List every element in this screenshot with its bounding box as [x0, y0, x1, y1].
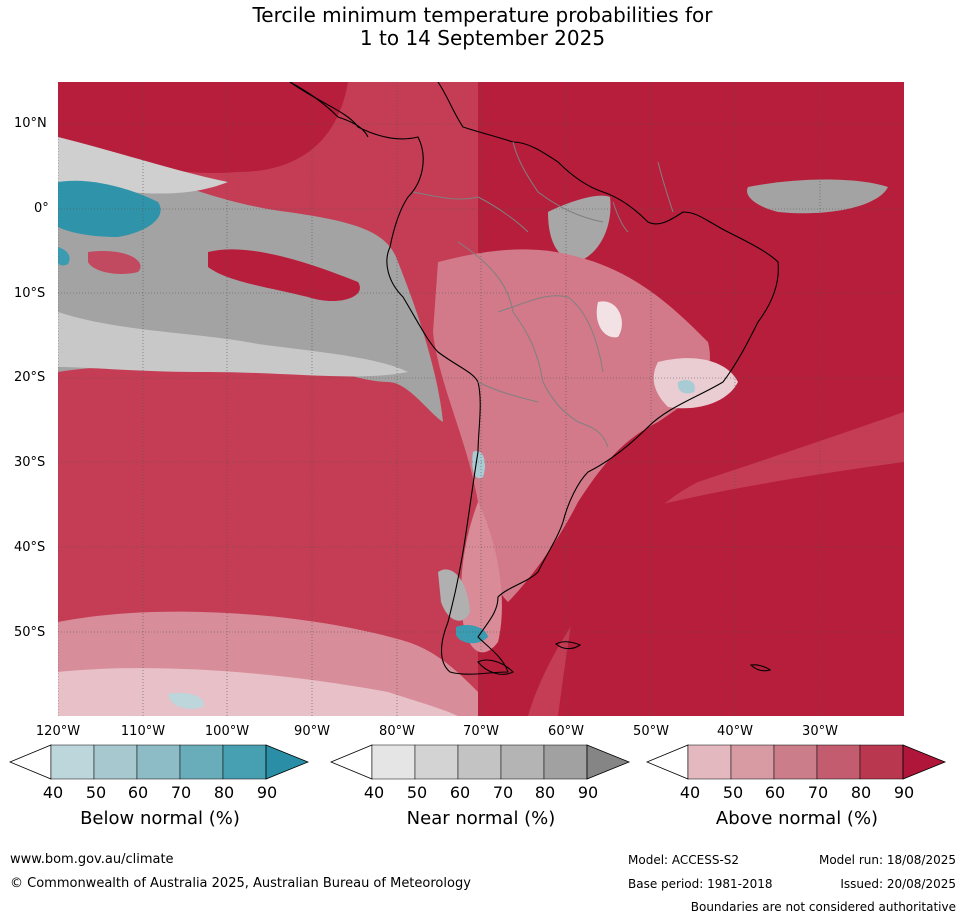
- colorbar-segments: [646, 744, 947, 780]
- colorbar-segments: [9, 744, 309, 780]
- colorbar-segment: [773, 744, 818, 780]
- colorbar-above-normal: [646, 744, 947, 780]
- cb-above-tick-70: 70: [807, 783, 829, 802]
- cb-below-tick-80: 80: [213, 783, 235, 802]
- lat-label-10s: 10°S: [14, 286, 46, 301]
- colorbar-segment: [371, 744, 416, 780]
- lat-label-0: 0°: [34, 201, 49, 216]
- near-normal-area: [747, 179, 888, 214]
- colorbar-segment: [179, 744, 224, 780]
- issued-date: Issued: 20/08/2025: [840, 877, 956, 891]
- colorbar-over-arrow: [265, 744, 309, 780]
- cb-near-tick-50: 50: [406, 783, 428, 802]
- south-georgia-island: [749, 664, 772, 672]
- model-run-date: Model run: 18/08/2025: [818, 853, 956, 867]
- cb-above-tick-50: 50: [722, 783, 744, 802]
- cb-near-tick-40: 40: [363, 783, 385, 802]
- title-line-2: 1 to 14 September 2025: [359, 26, 606, 50]
- low-probability-area: [653, 358, 738, 409]
- colorbar-segment: [414, 744, 459, 780]
- near-normal-area: [548, 195, 611, 262]
- low-probability-area: [596, 301, 622, 338]
- colorbar-segment: [543, 744, 588, 780]
- lon-label-40w: 40°W: [717, 724, 753, 739]
- below-normal-area: [58, 247, 70, 266]
- lat-label-20s: 20°S: [14, 370, 46, 385]
- above-normal-low-area: [461, 502, 502, 653]
- cb-below-tick-90: 90: [256, 783, 278, 802]
- colorbar-below-normal: [9, 744, 309, 780]
- cb-above-tick-90: 90: [893, 783, 915, 802]
- lat-label-10n: 10°N: [14, 116, 47, 131]
- lon-label-60w: 60°W: [548, 724, 584, 739]
- below-normal-area: [168, 692, 204, 709]
- cb-near-tick-80: 80: [534, 783, 556, 802]
- south-america-coastline: [289, 82, 779, 675]
- colorbar-segments: [330, 744, 631, 780]
- tierra-del-fuego: [477, 659, 514, 675]
- lon-label-70w: 70°W: [463, 724, 499, 739]
- cb-below-tick-70: 70: [170, 783, 192, 802]
- lon-label-50w: 50°W: [633, 724, 669, 739]
- lat-label-30s: 30°S: [14, 455, 46, 470]
- colorbar-over-arrow: [586, 744, 631, 780]
- near-normal-light-area: [58, 312, 408, 377]
- cb-above-tick-80: 80: [850, 783, 872, 802]
- colorbar-label-above: Above normal (%): [715, 808, 879, 829]
- lon-label-110w: 110°W: [120, 724, 166, 739]
- falkland-islands: [555, 641, 582, 650]
- central-america-coastline: [289, 82, 369, 138]
- above-normal-high-area: [558, 462, 904, 716]
- colorbar-label-below: Below normal (%): [80, 808, 240, 829]
- above-normal-patch: [208, 249, 360, 302]
- colorbar-segment: [816, 744, 861, 780]
- colorbar-over-arrow: [902, 744, 947, 780]
- cb-below-tick-40: 40: [42, 783, 64, 802]
- colorbar-segment: [93, 744, 138, 780]
- lon-label-120w: 120°W: [35, 724, 81, 739]
- lon-label-100w: 100°W: [204, 724, 250, 739]
- colorbar-segment: [50, 744, 95, 780]
- below-normal-area: [677, 380, 695, 394]
- colorbar-under-arrow: [9, 744, 52, 780]
- probability-map: [58, 82, 904, 716]
- cb-near-tick-60: 60: [449, 783, 471, 802]
- colorbar-under-arrow: [646, 744, 689, 780]
- colorbar-segment: [687, 744, 732, 780]
- cb-below-tick-60: 60: [127, 783, 149, 802]
- colorbar-segment: [730, 744, 775, 780]
- title-line-1: Tercile minimum temperature probabilitie…: [252, 3, 713, 27]
- cb-above-tick-60: 60: [764, 783, 786, 802]
- colorbar-segment: [136, 744, 181, 780]
- lon-label-90w: 90°W: [294, 724, 330, 739]
- cb-below-tick-50: 50: [85, 783, 107, 802]
- cb-near-tick-70: 70: [492, 783, 514, 802]
- lon-label-30w: 30°W: [802, 724, 838, 739]
- base-period: Base period: 1981-2018: [628, 877, 773, 891]
- colorbar-segment: [457, 744, 502, 780]
- near-normal-light-area: [58, 137, 228, 194]
- website-link[interactable]: www.bom.gov.au/climate: [10, 852, 174, 867]
- lon-label-80w: 80°W: [379, 724, 415, 739]
- model-name: Model: ACCESS-S2: [628, 853, 740, 867]
- country-borders: [412, 141, 674, 448]
- colorbar-label-near: Near normal (%): [406, 808, 556, 829]
- lat-label-40s: 40°S: [14, 540, 46, 555]
- colorbar-segment: [859, 744, 904, 780]
- lat-label-50s: 50°S: [14, 625, 46, 640]
- boundary-disclaimer: Boundaries are not considered authoritat…: [690, 900, 956, 914]
- above-normal-low-area: [433, 249, 710, 602]
- cb-near-tick-90: 90: [577, 783, 599, 802]
- map-title: Tercile minimum temperature probabilitie…: [0, 4, 965, 50]
- above-normal-patch: [88, 251, 141, 274]
- colorbar-segment: [222, 744, 267, 780]
- copyright-text: © Commonwealth of Australia 2025, Austra…: [10, 876, 471, 891]
- low-probability-area: [58, 668, 458, 716]
- colorbar-near-normal: [330, 744, 631, 780]
- cb-above-tick-40: 40: [679, 783, 701, 802]
- colorbar-segment: [500, 744, 545, 780]
- above-normal-high-area: [58, 82, 348, 173]
- colorbar-under-arrow: [330, 744, 373, 780]
